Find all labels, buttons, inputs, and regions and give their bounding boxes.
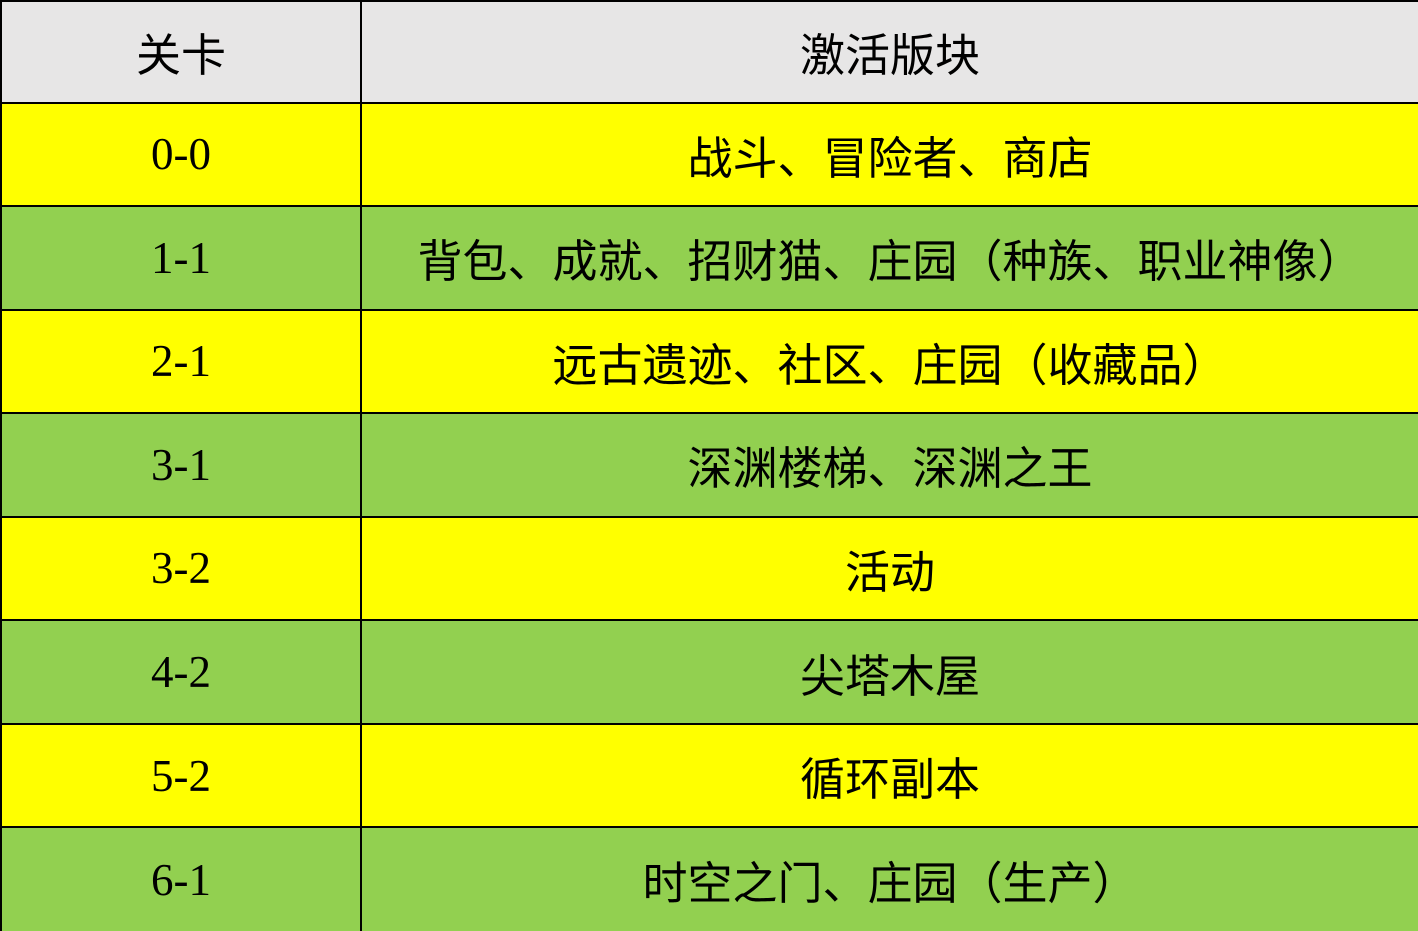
table-row: 2-1 远古遗迹、社区、庄园（收藏品） xyxy=(0,308,1418,415)
level-cell: 6-1 xyxy=(0,826,362,931)
table-row: 6-1 时空之门、庄园（生产） xyxy=(0,826,1418,931)
level-cell: 5-2 xyxy=(0,722,362,829)
level-cell: 4-2 xyxy=(0,619,362,725)
modules-cell: 活动 xyxy=(360,515,1418,622)
modules-cell: 深渊楼梯、深渊之王 xyxy=(360,412,1418,518)
level-cell: 2-1 xyxy=(0,308,362,415)
modules-cell: 尖塔木屋 xyxy=(360,619,1418,725)
header-cell-modules: 激活版块 xyxy=(360,0,1418,104)
table-row: 3-2 活动 xyxy=(0,515,1418,622)
table-row: 4-2 尖塔木屋 xyxy=(0,619,1418,725)
level-cell: 1-1 xyxy=(0,205,362,311)
modules-cell: 时空之门、庄园（生产） xyxy=(360,826,1418,931)
table-row: 3-1 深渊楼梯、深渊之王 xyxy=(0,412,1418,518)
table-row: 0-0 战斗、冒险者、商店 xyxy=(0,101,1418,208)
table-row: 5-2 循环副本 xyxy=(0,722,1418,829)
level-cell: 3-1 xyxy=(0,412,362,518)
modules-cell: 战斗、冒险者、商店 xyxy=(360,101,1418,208)
header-cell-level: 关卡 xyxy=(0,0,362,104)
modules-cell: 循环副本 xyxy=(360,722,1418,829)
modules-cell: 远古遗迹、社区、庄园（收藏品） xyxy=(360,308,1418,415)
header-row: 关卡 激活版块 xyxy=(0,0,1418,104)
modules-cell: 背包、成就、招财猫、庄园（种族、职业神像） xyxy=(360,205,1418,311)
level-cell: 3-2 xyxy=(0,515,362,622)
table-row: 1-1 背包、成就、招财猫、庄园（种族、职业神像） xyxy=(0,205,1418,311)
level-cell: 0-0 xyxy=(0,101,362,208)
